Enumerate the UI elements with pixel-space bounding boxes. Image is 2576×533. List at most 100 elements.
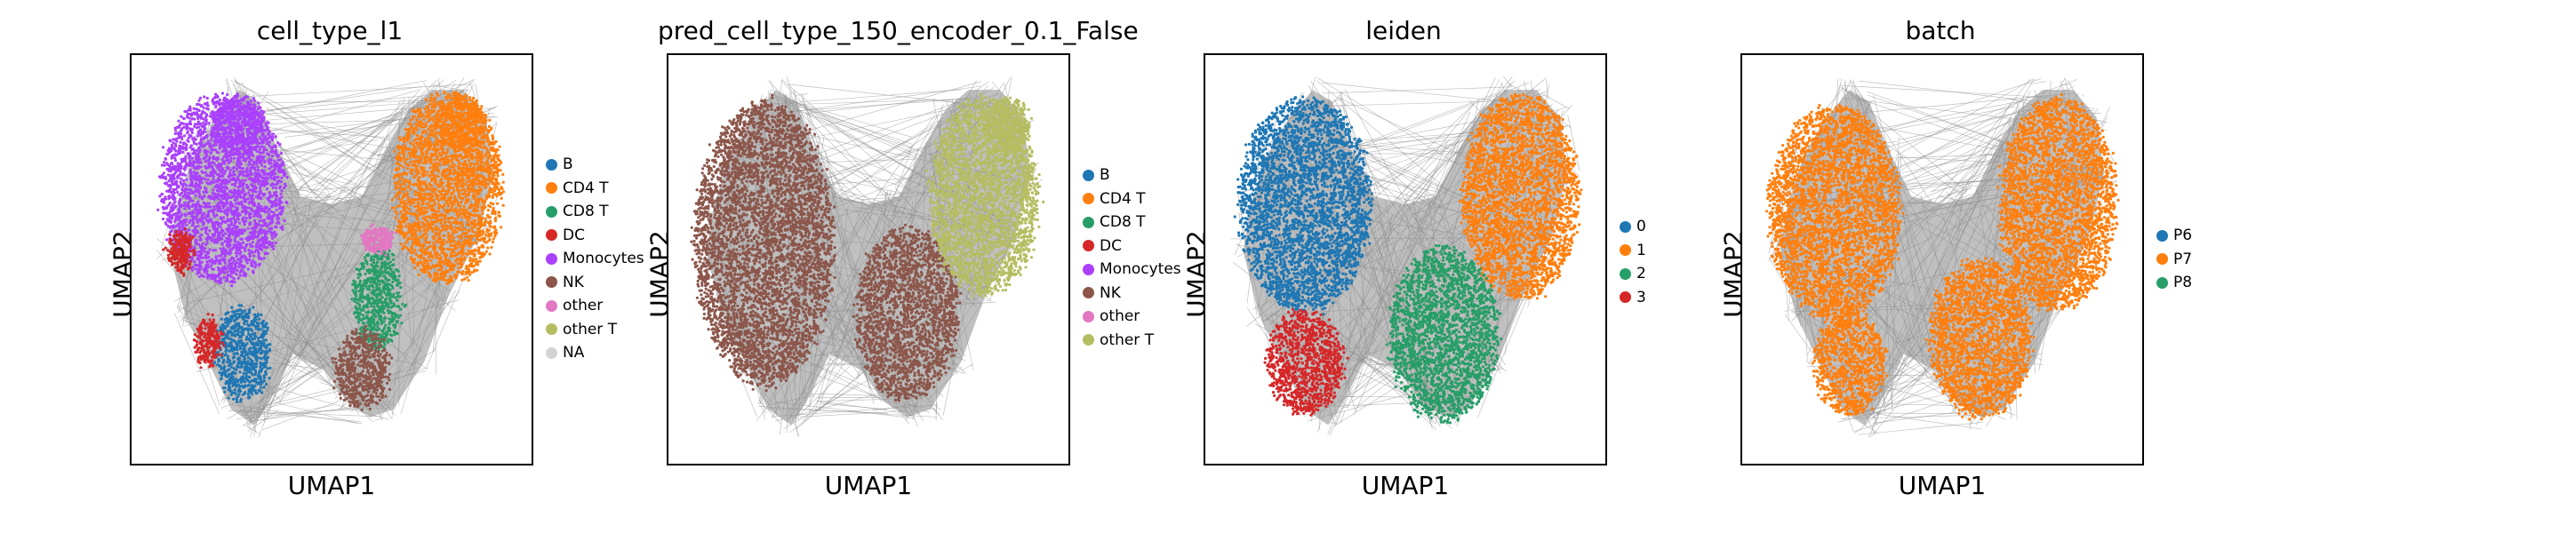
cell-point — [193, 124, 196, 128]
cell-point — [226, 227, 229, 230]
cell-point — [256, 112, 260, 115]
cell-point — [252, 141, 255, 145]
cell-point — [222, 204, 226, 208]
cell-point — [212, 131, 215, 134]
cell-point — [232, 259, 236, 263]
cell-point — [436, 175, 440, 179]
cell-point — [188, 197, 191, 201]
cell-point — [214, 279, 218, 282]
cell-point — [268, 207, 271, 211]
cell-point — [269, 158, 273, 162]
cell-point — [266, 182, 269, 186]
cell-point — [270, 200, 274, 204]
cell-point — [204, 113, 209, 116]
cell-point — [182, 125, 186, 129]
cell-point — [176, 184, 180, 187]
cell-point — [260, 133, 264, 137]
cell-point — [193, 151, 197, 155]
cell-point — [185, 178, 188, 181]
cell-point — [265, 139, 268, 142]
cell-point — [269, 210, 273, 213]
cell-point — [253, 250, 257, 253]
cell-point — [180, 132, 183, 136]
cell-point — [204, 253, 208, 257]
cell-point — [215, 213, 219, 217]
cell-point — [449, 237, 452, 241]
cell-point — [268, 195, 271, 198]
cell-point — [204, 178, 207, 181]
cell-point — [268, 172, 273, 176]
cell-point — [194, 194, 197, 197]
cell-point — [246, 267, 250, 271]
cell-point — [174, 216, 178, 219]
cell-point — [234, 263, 237, 266]
cell-point — [262, 257, 266, 260]
cell-point — [226, 131, 229, 135]
cell-point — [241, 246, 245, 250]
cell-point — [210, 276, 213, 281]
cell-point — [194, 167, 197, 171]
cell-point — [253, 131, 257, 134]
cell-point — [436, 196, 439, 200]
cell-point — [250, 163, 254, 167]
cell-point — [234, 266, 237, 271]
cell-point — [199, 179, 203, 182]
cell-point — [282, 163, 285, 167]
cell-point — [207, 210, 211, 213]
cell-point — [241, 241, 245, 244]
cell-point — [183, 207, 187, 211]
cell-point — [237, 135, 241, 139]
cell-point — [236, 249, 239, 252]
cell-point — [206, 219, 210, 223]
cell-point — [494, 228, 498, 232]
cell-point — [209, 151, 212, 155]
cell-point — [219, 139, 222, 144]
cell-point — [259, 256, 262, 260]
cell-point — [390, 198, 394, 202]
cell-point — [160, 173, 164, 177]
cell-point — [226, 274, 229, 278]
cell-point — [196, 220, 200, 224]
cell-point — [188, 120, 192, 123]
graph-edge — [337, 120, 401, 196]
cell-point — [205, 275, 210, 279]
cell-point — [173, 167, 177, 171]
cell-point — [219, 102, 223, 106]
cell-point — [475, 156, 478, 160]
cell-point — [428, 112, 432, 115]
cell-point — [486, 246, 490, 250]
cell-point — [249, 103, 252, 107]
cell-point — [201, 110, 204, 114]
cell-point — [435, 228, 438, 232]
cell-point — [454, 276, 458, 280]
cell-point — [204, 256, 208, 259]
cell-point — [243, 149, 246, 153]
cell-point — [202, 190, 205, 194]
cell-point — [283, 219, 286, 223]
cell-point — [180, 220, 184, 224]
cell-point — [284, 200, 288, 204]
cell-point — [190, 117, 194, 121]
cell-point — [197, 175, 202, 179]
cell-point — [265, 128, 268, 131]
cell-point — [255, 226, 259, 229]
cell-point — [227, 218, 230, 221]
cell-point — [428, 200, 432, 203]
cell-point — [239, 195, 243, 199]
cell-point — [213, 192, 217, 195]
cell-point — [275, 204, 278, 208]
cell-point — [201, 243, 204, 246]
cell-point — [212, 211, 215, 215]
cell-point — [203, 123, 207, 126]
cell-point — [170, 206, 173, 210]
cell-point — [217, 224, 220, 227]
cell-point — [196, 156, 199, 160]
cell-point — [213, 119, 217, 123]
cell-point — [245, 115, 249, 119]
cell-point — [206, 150, 210, 154]
graph-edge — [234, 81, 389, 163]
cell-point — [238, 117, 242, 121]
cell-point — [239, 231, 243, 235]
cell-point — [460, 208, 464, 211]
cell-point — [211, 273, 214, 276]
